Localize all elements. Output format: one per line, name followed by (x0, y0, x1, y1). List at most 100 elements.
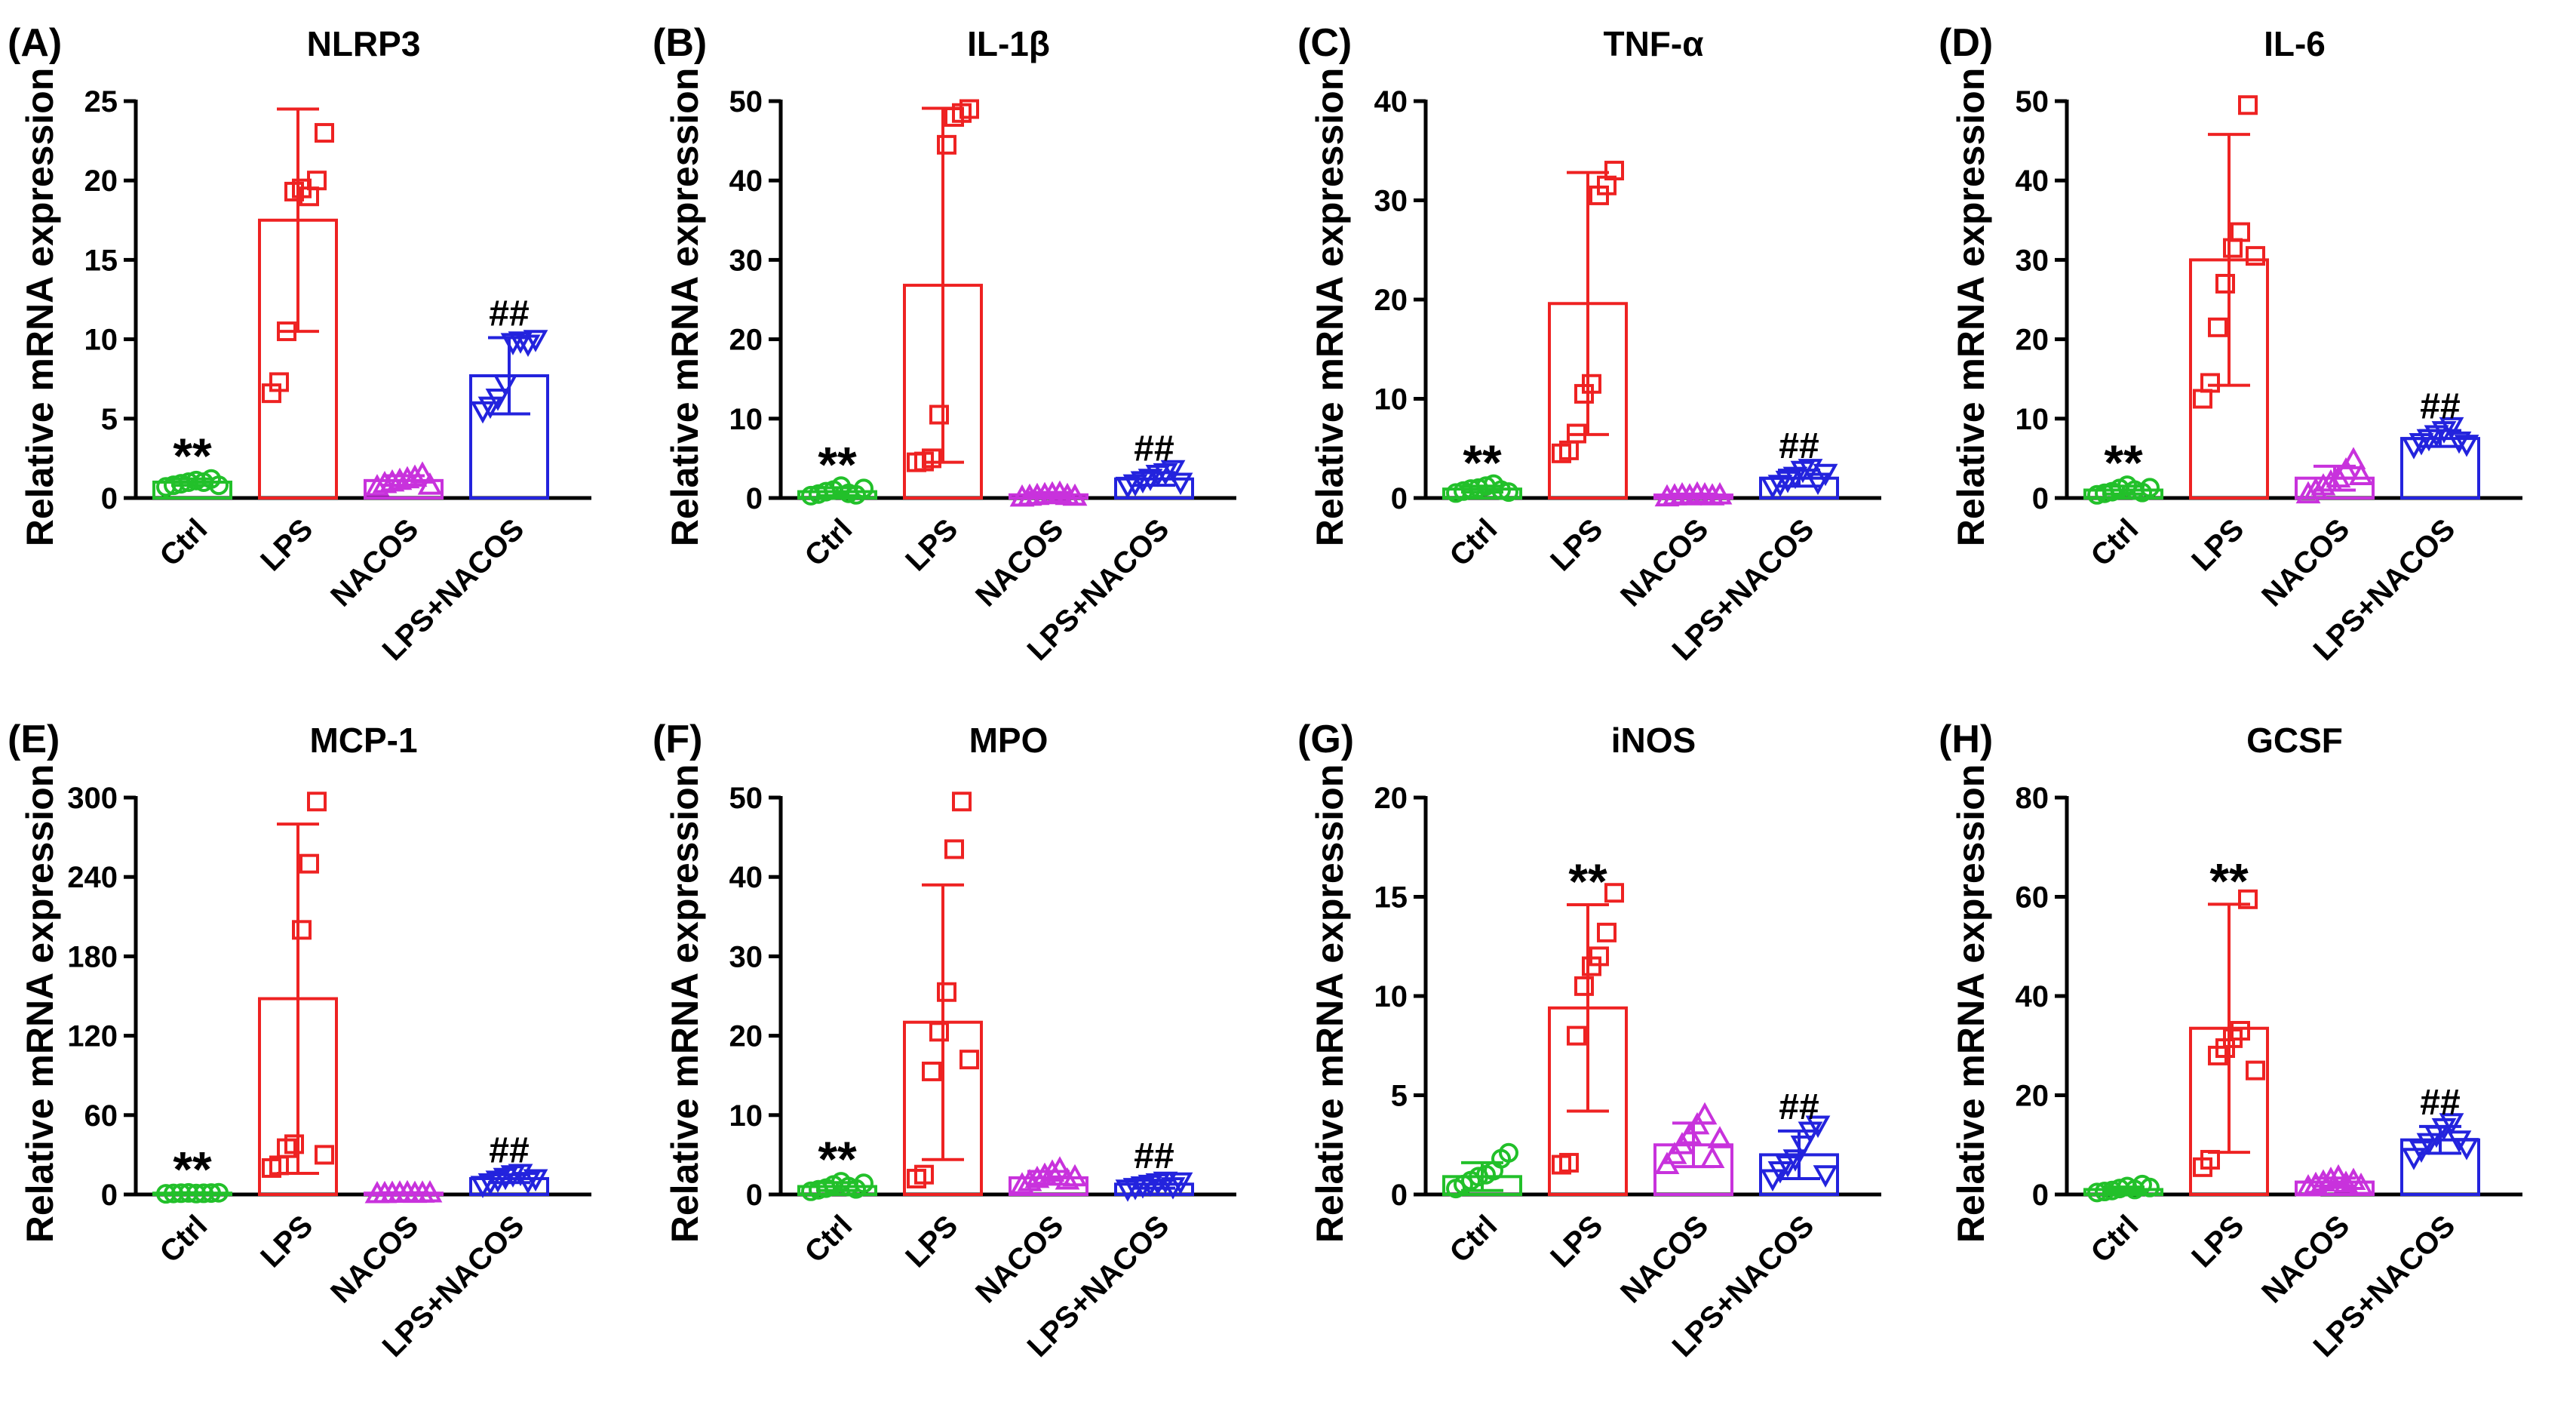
panel-label: (F) (652, 718, 702, 761)
data-point (922, 448, 941, 469)
data-point (2200, 1149, 2220, 1170)
data-point (1574, 976, 1594, 996)
data-point (372, 470, 398, 493)
data-point (315, 123, 334, 143)
y-tick-label: 40 (729, 164, 763, 198)
panel-label: (D) (1939, 21, 1993, 65)
significance-hash: ## (1779, 426, 1819, 466)
panel-g: (G) iNOS Relative mRNA expression 0 5 10 15 20 C… (1297, 718, 1881, 1363)
y-tick-label: 15 (84, 244, 118, 277)
data-point (2348, 463, 2374, 485)
x-tick-label: NACOS (2255, 1209, 2356, 1309)
x-tick-label: NACOS (1614, 1209, 1715, 1309)
data-point (209, 1182, 229, 1203)
y-tick-label: 0 (101, 1179, 118, 1212)
significance-stars: ** (818, 1131, 857, 1187)
significance-hash: ## (489, 294, 529, 334)
data-point (1062, 483, 1088, 506)
panel-d: (D) IL-6 Relative mRNA expression 0 10 20 30 40… (1939, 21, 2522, 667)
chart-title: TNF-α (1603, 24, 1703, 63)
panel-label: (G) (1297, 718, 1354, 761)
y-tick-label: 5 (1391, 1080, 1408, 1113)
data-point (402, 464, 428, 487)
chart-title: GCSF (2246, 721, 2343, 760)
data-point (2416, 1133, 2442, 1156)
chart-title: IL-6 (2264, 24, 2326, 63)
data-point (2401, 1148, 2427, 1170)
panel-label: (B) (652, 21, 707, 65)
data-point (937, 134, 956, 155)
y-tick-label: 80 (2016, 782, 2049, 815)
significance-hash: ## (1134, 1136, 1174, 1176)
data-point (417, 1179, 443, 1203)
y-tick-label: 10 (84, 324, 118, 357)
data-point (2215, 273, 2235, 294)
data-point (1017, 1169, 1042, 1191)
panel-c: (C) TNF-α Relative mRNA expression 0 10 20 30 4… (1297, 21, 1881, 667)
data-point (2246, 246, 2265, 266)
data-point (2303, 1171, 2329, 1194)
y-tick-label: 50 (729, 85, 763, 118)
data-point (1567, 1025, 1586, 1046)
y-tick-label: 10 (1374, 980, 1408, 1013)
x-tick-label: LPS (899, 1209, 964, 1274)
data-point (493, 374, 518, 397)
y-tick-label: 10 (729, 403, 763, 436)
y-tick-label: 0 (746, 1179, 763, 1212)
panel-label: (H) (1939, 718, 1993, 761)
y-tick-label: 240 (67, 861, 118, 894)
data-point (1491, 480, 1511, 500)
data-point (1692, 1102, 1718, 1125)
panel-h: (H) GCSF Relative mRNA expression 0 20 40 60 80… (1939, 718, 2522, 1363)
data-point (959, 1050, 979, 1070)
significance-hash: ## (489, 1131, 529, 1171)
data-point (1805, 1115, 1831, 1139)
data-point (2231, 222, 2250, 242)
data-point (1707, 481, 1733, 505)
x-tick-label: Ctrl (1444, 1209, 1504, 1269)
data-point (364, 474, 390, 497)
chart-title: NLRP3 (307, 24, 421, 63)
x-tick-label: NACOS (1614, 512, 1715, 613)
data-point (944, 839, 964, 859)
x-tick-label: LPS (2185, 1209, 2250, 1274)
y-tick-label: 20 (729, 324, 763, 357)
significance-stars: ** (1463, 435, 1502, 490)
data-point (929, 404, 949, 425)
data-point (1055, 1167, 1080, 1190)
y-tick-label: 0 (1391, 482, 1408, 515)
y-tick-label: 60 (84, 1099, 118, 1133)
x-tick-label: LPS (254, 1209, 319, 1274)
y-tick-label: 20 (1374, 284, 1408, 317)
y-tick-label: 20 (2016, 324, 2049, 357)
y-axis-label: Relative mRNA expression (1309, 764, 1351, 1244)
data-point (1699, 1145, 1725, 1169)
data-point (485, 389, 511, 411)
data-point (387, 467, 413, 490)
x-tick-label: NACOS (2255, 512, 2356, 613)
x-tick-label: LPS (1544, 1209, 1609, 1274)
data-point (1168, 1172, 1193, 1195)
data-point (2223, 238, 2243, 258)
data-point (307, 171, 327, 191)
data-point (1589, 946, 1609, 967)
x-tick-label: NACOS (969, 1209, 1070, 1309)
significance-stars: ** (173, 1142, 212, 1197)
y-tick-label: 40 (729, 861, 763, 894)
significance-hash: ## (1779, 1087, 1819, 1127)
data-point (2446, 431, 2472, 454)
data-point (508, 331, 533, 354)
y-axis-label: Relative mRNA expression (19, 764, 61, 1244)
x-tick-label: LPS (899, 512, 964, 577)
data-point (1805, 472, 1831, 496)
data-point (2208, 317, 2228, 337)
data-point (1024, 1165, 1050, 1188)
data-point (937, 982, 956, 1002)
significance-stars: ** (2209, 853, 2249, 908)
data-point (1499, 1142, 1518, 1163)
data-point (1039, 1159, 1065, 1182)
y-tick-label: 40 (2016, 980, 2049, 1013)
y-axis-label: Relative mRNA expression (664, 68, 706, 547)
data-point (1168, 472, 1193, 496)
